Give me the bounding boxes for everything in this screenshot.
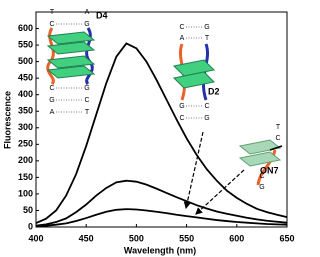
x-tick-label: 550 [179,233,194,243]
y-tick-label: 500 [18,56,33,66]
series-line [35,179,288,227]
chart: Wavelength (nm) Fluorescence T A C G C G… [2,9,294,256]
base-label: C [179,115,184,122]
y-tick-label: 450 [18,73,33,83]
base-label: G [259,184,264,191]
x-tick-label: 600 [229,233,244,243]
base-label: C [49,85,54,92]
base-label: C [84,97,89,104]
base-label: C [259,173,264,180]
base-label: G [84,21,89,28]
d4-illustration [46,11,96,113]
y-tick-label: 550 [18,39,33,49]
base-label: G [204,115,209,122]
d2-illustration [172,26,216,119]
y-tick-label: 200 [18,155,33,165]
base-label: C [179,24,184,31]
x-tick-label: 400 [28,233,43,243]
base-label: A [180,35,185,42]
series-annotation: ON7 [260,165,279,175]
arrow [183,131,204,210]
y-tick-label: 300 [18,122,33,132]
base-label: T [50,9,55,16]
base-label: T [276,124,281,131]
x-tick-label: 450 [79,233,94,243]
base-label: G [179,103,184,110]
base-label: C [275,135,280,142]
y-axis-label: Fluorescence [2,91,12,149]
x-tick-label: 500 [129,233,144,243]
base-label: C [204,103,209,110]
y-tick-label: 0 [28,221,33,231]
on7-illustration [238,139,283,186]
x-tick-label: 650 [279,233,294,243]
x-axis-label: Wavelength (nm) [124,245,196,255]
base-label: A [85,9,90,16]
base-label: G [204,24,209,31]
series-line [35,208,288,228]
y-tick-label: 150 [18,172,33,182]
base-label: G [49,97,54,104]
y-tick-label: 250 [18,139,33,149]
base-label: T [85,109,90,116]
base-label: C [49,21,54,28]
y-tick-label: 350 [18,106,33,116]
base-label: A [50,109,55,116]
series-line [35,42,288,224]
base-label: G [84,85,89,92]
base-label: T [205,35,210,42]
plot-frame [35,11,288,228]
series-annotation: D2 [208,86,220,96]
series-annotation: D4 [96,10,108,20]
y-tick-label: 100 [18,188,33,198]
y-tick-label: 600 [18,23,33,33]
y-tick-label: 50 [23,205,33,215]
y-tick-label: 400 [18,89,33,99]
